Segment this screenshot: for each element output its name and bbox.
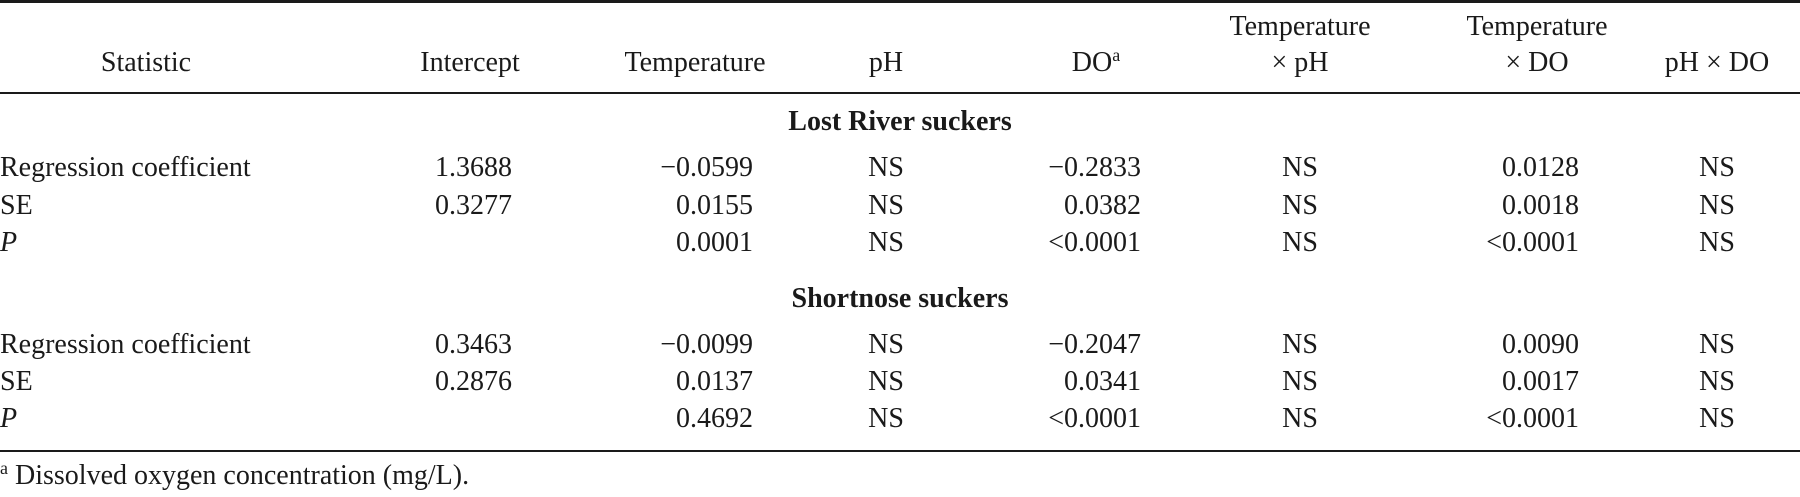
- cell-temp-do: 0.0090: [1502, 329, 1579, 360]
- cell-temperature: −0.0599: [660, 152, 753, 183]
- row-label: SE: [0, 366, 33, 397]
- table-top-rule: [0, 0, 1800, 3]
- footnote-mark: a: [0, 458, 8, 478]
- cell-ph-do: NS: [1699, 190, 1735, 221]
- header-temp-ph-line1: Temperature: [1229, 11, 1371, 42]
- cell-temp-ph: NS: [1282, 190, 1318, 221]
- cell-ph-do: NS: [1699, 329, 1735, 360]
- row-label: Regression coefficient: [0, 329, 251, 360]
- header-intercept: Intercept: [420, 47, 520, 78]
- cell-intercept: 0.3463: [435, 329, 512, 360]
- cell-temp-ph: NS: [1282, 366, 1318, 397]
- header-temp-do-line2: × DO: [1505, 47, 1569, 78]
- cell-intercept: 1.3688: [435, 152, 512, 183]
- cell-ph: NS: [868, 227, 904, 258]
- row-label: P: [0, 227, 18, 258]
- cell-ph: NS: [868, 190, 904, 221]
- cell-ph-do: NS: [1699, 403, 1735, 434]
- cell-temp-ph: NS: [1282, 403, 1318, 434]
- row-label: SE: [0, 190, 33, 221]
- cell-temp-do: <0.0001: [1486, 403, 1579, 434]
- cell-do: −0.2047: [1048, 329, 1141, 360]
- table-header-rule: [0, 92, 1800, 94]
- cell-temperature: 0.0155: [676, 190, 753, 221]
- cell-do: <0.0001: [1048, 227, 1141, 258]
- row-label: Regression coefficient: [0, 152, 251, 183]
- cell-temperature: 0.0001: [676, 227, 753, 258]
- cell-ph: NS: [868, 366, 904, 397]
- cell-intercept: 0.2876: [435, 366, 512, 397]
- table-footnote: a Dissolved oxygen concentration (mg/L).: [0, 458, 470, 492]
- header-temp-ph-line2: × pH: [1271, 47, 1329, 78]
- section-title: Shortnose suckers: [791, 283, 1009, 314]
- cell-temperature: 0.4692: [676, 403, 753, 434]
- header-statistic: Statistic: [100, 47, 192, 78]
- header-temp-do-line1: Temperature: [1466, 11, 1608, 42]
- cell-temp-ph: NS: [1282, 329, 1318, 360]
- footnote-text: Dissolved oxygen concentration (mg/L).: [15, 460, 470, 491]
- cell-temp-do: <0.0001: [1486, 227, 1579, 258]
- cell-do: −0.2833: [1048, 152, 1141, 183]
- header-temperature: Temperature: [624, 47, 766, 78]
- section-title: Lost River suckers: [788, 106, 1012, 137]
- cell-ph: NS: [868, 329, 904, 360]
- cell-temp-do: 0.0018: [1502, 190, 1579, 221]
- header-ph-do: pH × DO: [1664, 47, 1770, 78]
- header-do-text: DO: [1071, 47, 1113, 78]
- table-bottom-rule: [0, 450, 1800, 452]
- cell-ph: NS: [868, 403, 904, 434]
- cell-ph: NS: [868, 152, 904, 183]
- header-do: DOa: [1072, 46, 1120, 80]
- cell-ph-do: NS: [1699, 227, 1735, 258]
- cell-ph-do: NS: [1699, 366, 1735, 397]
- cell-do: <0.0001: [1048, 403, 1141, 434]
- cell-temp-do: 0.0128: [1502, 152, 1579, 183]
- cell-ph-do: NS: [1699, 152, 1735, 183]
- header-do-footnote-mark: a: [1112, 45, 1121, 65]
- cell-temperature: −0.0099: [660, 329, 753, 360]
- cell-do: 0.0382: [1064, 190, 1141, 221]
- header-ph: pH: [868, 47, 904, 78]
- cell-intercept: 0.3277: [435, 190, 512, 221]
- cell-temp-ph: NS: [1282, 227, 1318, 258]
- cell-temp-do: 0.0017: [1502, 366, 1579, 397]
- cell-do: 0.0341: [1064, 366, 1141, 397]
- cell-temp-ph: NS: [1282, 152, 1318, 183]
- cell-temperature: 0.0137: [676, 366, 753, 397]
- row-label: P: [0, 403, 18, 434]
